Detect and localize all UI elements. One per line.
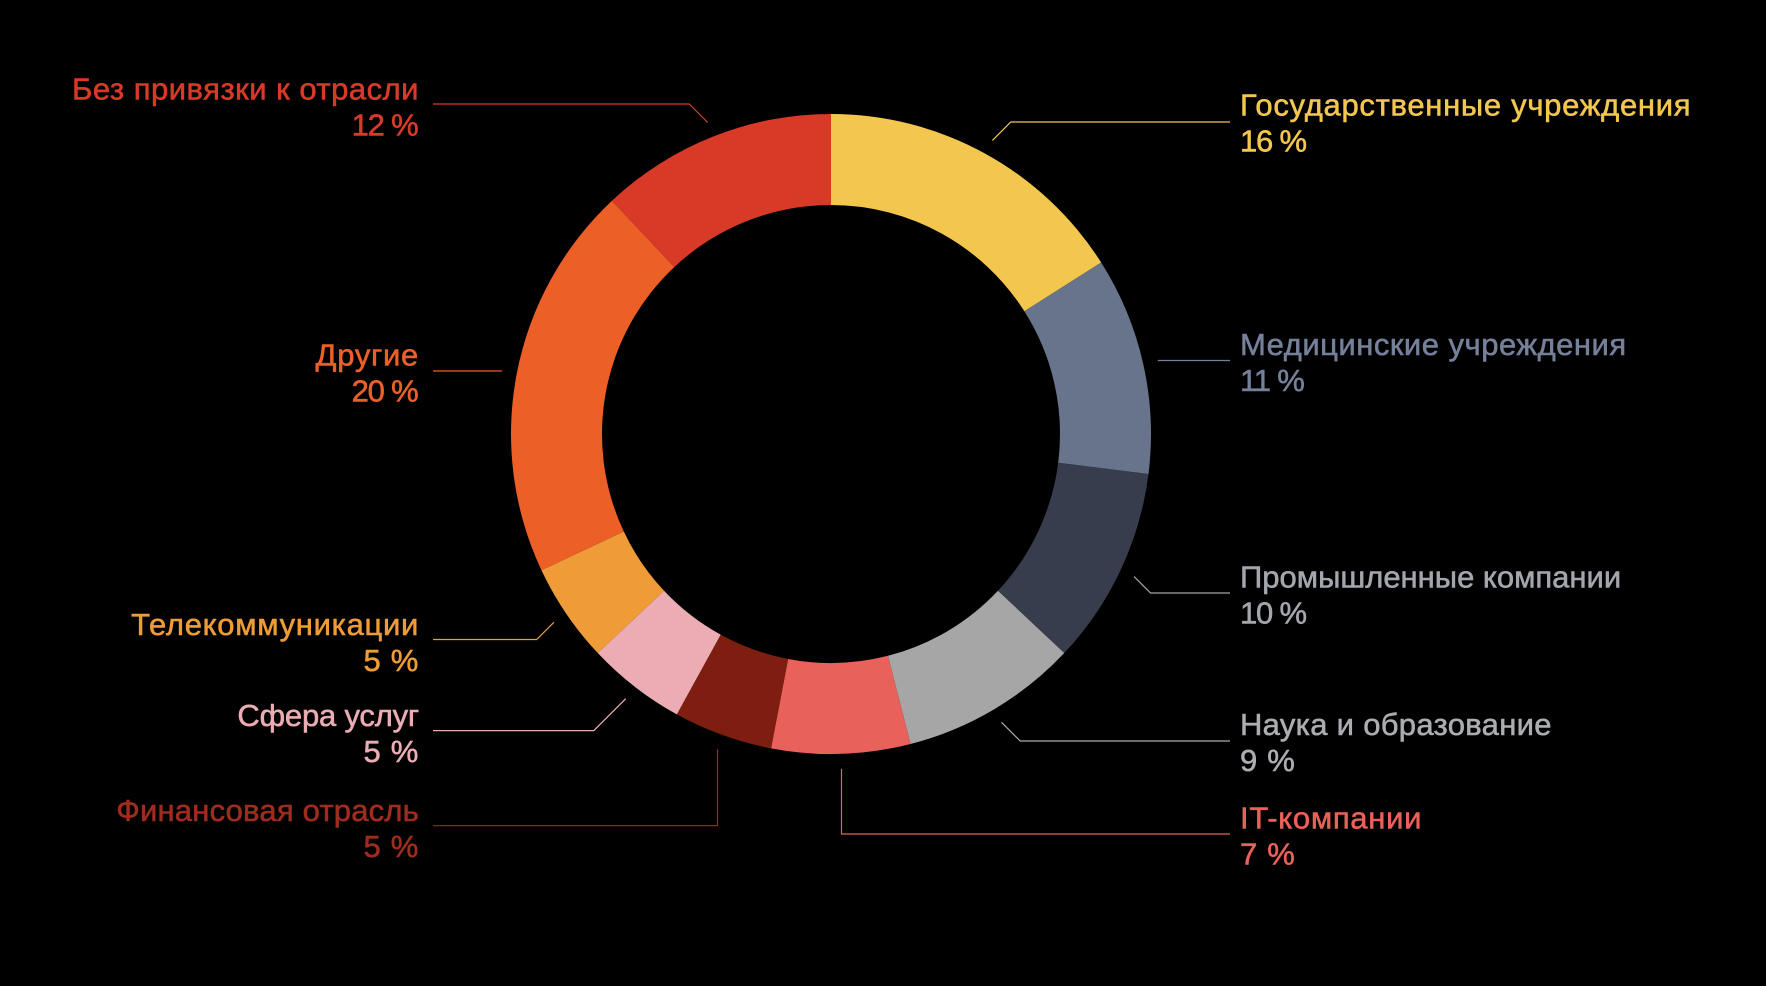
svg-text:9 %: 9 %	[1240, 743, 1296, 778]
svg-text:Без привязки к отрасли: Без привязки к отрасли	[72, 72, 419, 107]
svg-text:Наука и образование: Наука и образование	[1240, 707, 1552, 742]
svg-text:5 %: 5 %	[363, 829, 419, 864]
svg-text:5 %: 5 %	[363, 734, 419, 769]
svg-text:12 %: 12 %	[352, 108, 418, 143]
svg-text:11 %: 11 %	[1240, 363, 1304, 398]
svg-text:Финансовая отрасль: Финансовая отрасль	[116, 793, 419, 828]
svg-text:Сфера услуг: Сфера услуг	[237, 698, 419, 733]
svg-text:IT-компании: IT-компании	[1240, 801, 1422, 836]
svg-text:Государственные учреждения: Государственные учреждения	[1240, 88, 1691, 123]
svg-text:10 %: 10 %	[1240, 596, 1306, 631]
svg-text:16 %: 16 %	[1240, 124, 1306, 159]
svg-text:Медицинские учреждения: Медицинские учреждения	[1240, 327, 1627, 362]
svg-text:5 %: 5 %	[363, 643, 419, 678]
svg-text:7 %: 7 %	[1240, 837, 1296, 872]
svg-text:Промышленные компании: Промышленные компании	[1240, 560, 1621, 595]
svg-text:Другие: Другие	[316, 338, 419, 373]
svg-text:Телекоммуникации: Телекоммуникации	[131, 607, 419, 642]
svg-text:20 %: 20 %	[352, 374, 418, 409]
